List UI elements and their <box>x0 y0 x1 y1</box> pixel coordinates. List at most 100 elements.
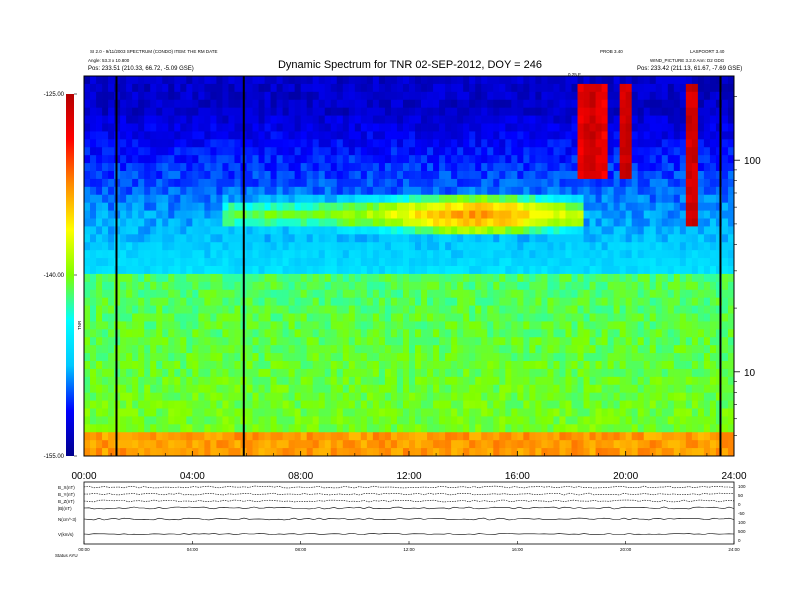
spectrogram-cell <box>378 258 386 267</box>
spectrogram-cell <box>180 76 187 85</box>
spectrogram-cell <box>655 107 663 116</box>
spectrogram-cell <box>439 147 446 156</box>
spectrogram-cell <box>180 376 187 386</box>
spectrogram-cell <box>475 313 482 322</box>
spectrogram-cell <box>481 353 488 362</box>
spectrogram-cell <box>559 313 566 322</box>
spectrogram-cell <box>396 384 404 394</box>
spectrogram-cell <box>631 242 639 251</box>
spectrogram-cell <box>312 400 320 409</box>
spectrogram-cell <box>679 218 687 227</box>
spectrogram-cell <box>409 321 416 330</box>
spectrogram-cell <box>451 186 458 196</box>
spectrogram-cell <box>306 107 314 116</box>
spectrogram-cell <box>667 392 675 401</box>
spectrogram-cell <box>192 178 199 188</box>
spectrogram-cell <box>174 226 181 235</box>
spectrogram-cell <box>348 107 356 116</box>
spectrogram-cell <box>727 194 735 204</box>
spectrogram-cell <box>144 91 151 101</box>
spectrogram-cell <box>511 337 518 346</box>
spectrogram-cell <box>348 250 356 259</box>
spectrogram-cell <box>469 329 476 338</box>
spectrogram-cell <box>655 131 663 140</box>
spectrogram-cell <box>162 432 169 441</box>
spectrogram-cell <box>481 273 488 283</box>
spectrogram-cell <box>469 218 476 227</box>
spectrogram-cell <box>553 139 560 148</box>
spectrogram-cell <box>583 234 590 243</box>
spectrogram-cell <box>541 305 548 314</box>
spectrogram-cell <box>246 321 253 330</box>
spectrogram-cell <box>330 171 338 180</box>
spectrogram-cell <box>583 250 590 259</box>
spectrogram-cell <box>565 131 572 140</box>
spectrogram-cell <box>661 171 669 180</box>
spectrogram-cell <box>523 123 530 132</box>
spectrogram-cell <box>390 234 398 243</box>
spectrogram-cell <box>547 345 554 354</box>
spectrogram-cell <box>511 400 518 409</box>
spectrogram-cell <box>318 408 326 417</box>
spectrogram-cell <box>541 186 548 196</box>
spectrogram-cell <box>156 91 163 101</box>
spectrogram-cell <box>595 368 602 378</box>
spectrogram-cell <box>601 345 609 354</box>
spectrogram-cell <box>475 297 482 306</box>
spectrogram-cell <box>384 400 392 409</box>
spectrogram-cell <box>126 210 133 219</box>
spectrogram-cell <box>421 76 428 85</box>
spectrogram-cell <box>577 99 584 109</box>
spectrogram-cell <box>589 432 596 441</box>
spectrogram-cell <box>168 400 175 409</box>
spectrogram-cell <box>84 376 91 386</box>
spectrogram-cell <box>727 218 735 227</box>
spectrogram-cell <box>162 178 169 188</box>
spectrogram-cell <box>721 139 729 148</box>
spectrogram-cell <box>589 99 596 109</box>
spectrogram-cell <box>565 250 572 259</box>
spectrogram-cell <box>625 361 633 370</box>
spectrogram-cell <box>222 305 229 314</box>
spectrogram-cell <box>685 99 693 109</box>
spectrogram-cell <box>679 376 687 386</box>
spectrogram-cell <box>505 329 512 338</box>
spectrogram-cell <box>679 242 687 251</box>
spectrogram-cell <box>132 424 139 433</box>
spectrogram-cell <box>691 115 699 124</box>
spectrogram-cell <box>709 353 717 362</box>
spectrogram-cell <box>643 131 651 140</box>
spectrogram-cell <box>186 408 193 417</box>
spectrogram-cell <box>372 432 380 441</box>
spectrogram-cell <box>294 178 302 188</box>
spectrogram-cell <box>180 171 187 180</box>
spectrogram-cell <box>679 368 687 378</box>
spectrogram-cell <box>445 424 452 433</box>
spectrogram-cell <box>234 368 241 378</box>
spectrogram-cell <box>703 361 711 370</box>
spectrogram-cell <box>90 289 97 299</box>
spectrogram-cell <box>469 155 476 164</box>
spectrogram-cell <box>703 289 711 299</box>
spectrogram-cell <box>234 273 241 283</box>
spectrogram-cell <box>336 194 344 204</box>
spectrogram-cell <box>523 91 530 101</box>
spectrogram-cell <box>90 226 97 235</box>
spectrogram-cell <box>156 273 163 283</box>
spectrogram-cell <box>625 392 633 401</box>
spectrogram-cell <box>481 408 488 417</box>
spectrogram-cell <box>84 107 91 116</box>
spectrogram-cell <box>288 432 296 441</box>
spectrogram-cell <box>126 83 133 93</box>
spectrogram-cell <box>234 202 241 211</box>
spectrogram-cell <box>282 432 290 441</box>
spectrogram-cell <box>192 281 199 291</box>
spectrogram-cell <box>144 424 151 433</box>
spectrogram-cell <box>264 281 271 291</box>
spectrogram-cell <box>102 83 109 93</box>
spectrogram-cell <box>198 329 205 338</box>
spectrogram-cell <box>637 400 645 409</box>
spectrogram-cell <box>469 416 476 425</box>
spectrogram-cell <box>481 384 488 394</box>
spectrogram-cell <box>204 115 211 124</box>
